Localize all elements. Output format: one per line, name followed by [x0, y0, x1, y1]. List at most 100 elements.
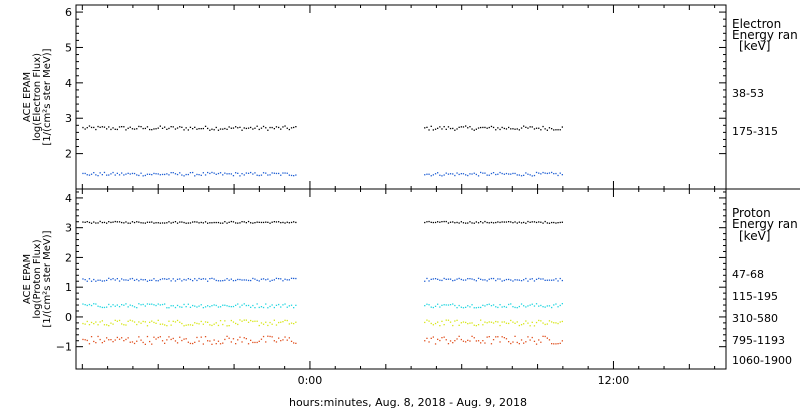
data-point [97, 175, 99, 177]
x-tick-label: 0:00 [298, 374, 323, 387]
data-point [189, 306, 192, 308]
data-point [224, 279, 226, 281]
data-point [110, 322, 112, 324]
data-point [138, 221, 140, 223]
data-point [439, 325, 441, 327]
data-point [443, 174, 445, 176]
data-point [561, 221, 563, 223]
data-point [441, 175, 443, 177]
data-point [475, 173, 477, 176]
data-point [129, 319, 131, 321]
data-point [488, 126, 490, 129]
data-point [467, 323, 469, 325]
data-point [508, 126, 510, 129]
data-point [424, 174, 426, 176]
data-point [559, 277, 561, 280]
data-point [499, 324, 501, 327]
data-point [230, 319, 232, 322]
data-point [284, 222, 286, 224]
data-point [129, 341, 131, 343]
data-point [514, 279, 516, 281]
data-point [449, 340, 452, 342]
data-point [503, 221, 505, 223]
data-point [159, 125, 161, 127]
data-point [153, 336, 155, 338]
data-point [183, 129, 185, 131]
data-point [486, 174, 488, 176]
data-point [149, 173, 151, 175]
data-point [155, 128, 157, 130]
data-point [123, 340, 125, 342]
data-point [497, 321, 499, 323]
data-point [149, 221, 151, 223]
data-point [142, 127, 144, 130]
data-point [282, 221, 284, 224]
data-point [219, 128, 222, 130]
data-point [293, 342, 295, 344]
data-point [90, 336, 93, 338]
data-point [265, 341, 267, 343]
data-point [495, 306, 497, 308]
data-point [200, 304, 202, 306]
data-point [164, 303, 166, 305]
data-point [194, 322, 196, 324]
data-point [278, 321, 280, 324]
data-point [284, 125, 286, 127]
data-point [480, 171, 482, 174]
data-point [280, 340, 282, 342]
data-point [449, 173, 452, 175]
data-point [441, 221, 443, 223]
data-point [207, 340, 209, 342]
data-point [295, 342, 297, 344]
data-point [136, 323, 138, 326]
data-point [252, 173, 254, 175]
data-point [456, 172, 458, 174]
data-point [241, 173, 243, 175]
data-point [106, 174, 108, 176]
data-point [535, 321, 538, 324]
data-point [241, 304, 243, 306]
data-point [224, 221, 226, 223]
data-point [213, 221, 215, 224]
data-point [168, 320, 170, 322]
data-point [508, 278, 510, 281]
data-point [82, 221, 84, 223]
data-point [557, 280, 559, 282]
data-point [151, 279, 153, 281]
data-point [428, 129, 430, 131]
data-point [501, 280, 503, 282]
data-point [275, 221, 278, 223]
data-point [125, 279, 127, 281]
data-point [445, 172, 447, 174]
data-point [159, 174, 161, 176]
data-point [527, 173, 529, 175]
data-point [454, 304, 456, 307]
data-point [97, 222, 99, 224]
data-point [551, 321, 553, 323]
data-point [428, 304, 430, 306]
data-point [99, 172, 101, 174]
data-point [555, 172, 557, 175]
data-point [428, 341, 430, 343]
data-point [164, 222, 166, 224]
data-point [174, 128, 177, 130]
data-point [295, 126, 297, 128]
data-point [179, 221, 181, 223]
data-point [181, 322, 183, 325]
data-point [95, 222, 97, 224]
data-point [144, 343, 146, 345]
data-point [86, 221, 88, 223]
data-point [278, 278, 280, 280]
data-point [116, 221, 118, 223]
data-point [211, 277, 213, 279]
data-point [544, 172, 546, 174]
data-point [181, 174, 183, 176]
data-point [469, 340, 471, 342]
data-point [497, 127, 499, 129]
data-point [194, 305, 196, 307]
data-point [170, 172, 172, 174]
data-point [101, 342, 103, 344]
data-point [505, 278, 508, 281]
data-point [529, 304, 531, 306]
legend-item: 47-68 [732, 268, 764, 281]
